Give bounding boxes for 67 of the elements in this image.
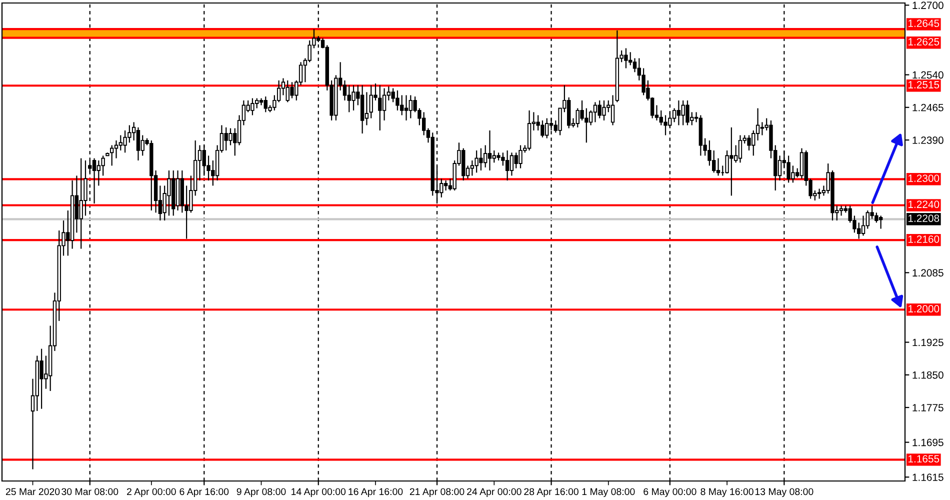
y-tick-label: 1.2540 xyxy=(912,71,944,79)
y-tick-label: 1.2390 xyxy=(912,136,944,144)
candlestick xyxy=(110,144,114,166)
x-tick-label: 30 Mar 08:00 xyxy=(62,488,118,496)
ref-line-label: 1.2160 xyxy=(908,235,940,243)
candlestick xyxy=(716,158,720,176)
x-tick-label: 6 May 00:00 xyxy=(644,488,696,498)
x-tick-label: 28 Apr 16:00 xyxy=(524,488,578,498)
candlestick xyxy=(602,100,606,121)
candlestick xyxy=(114,140,118,159)
candlestick xyxy=(505,150,510,182)
y-tick-label: 1.1850 xyxy=(912,371,944,379)
candlestick xyxy=(342,80,347,101)
x-tick-label: 16 Apr 16:00 xyxy=(348,488,403,498)
candlestick xyxy=(378,84,382,131)
candlestick xyxy=(510,152,514,176)
candlestick xyxy=(488,130,492,172)
candlestick xyxy=(470,160,474,176)
y-tick-label: 1.1695 xyxy=(912,438,944,446)
x-tick-label: 2 Apr 00:00 xyxy=(127,488,176,498)
candlestick xyxy=(610,94,615,126)
x-tick-label: 14 Apr 00:00 xyxy=(292,488,346,498)
x-tick-label: 1 May 08:00 xyxy=(582,488,635,498)
candlestick xyxy=(404,94,408,121)
y-tick-label: 1.1775 xyxy=(912,404,944,412)
candlestick xyxy=(738,134,742,164)
candlestick xyxy=(364,92,369,126)
candlestick xyxy=(92,158,96,204)
candlestick xyxy=(382,88,386,121)
ref-line-label: 1.2240 xyxy=(908,200,940,208)
x-tick-label: 21 Apr 08:00 xyxy=(410,488,464,498)
candlestick xyxy=(672,108,676,123)
ref-line-label: 1.2625 xyxy=(908,38,940,46)
candlestick xyxy=(760,122,764,136)
y-tick-label: 1.1925 xyxy=(912,338,944,346)
x-tick-label: 8 May 16:00 xyxy=(700,488,754,498)
x-tick-label: 13 May 08:00 xyxy=(755,488,814,498)
candlestick xyxy=(136,126,140,162)
ref-line-label: 1.2515 xyxy=(908,81,940,88)
candlestick xyxy=(593,102,598,123)
candlestick xyxy=(861,215,866,236)
ref-line-label: 1.1655 xyxy=(908,455,940,462)
y-tick-label: 1.1615 xyxy=(912,474,944,481)
ref-line-label: 1.2208 xyxy=(908,214,940,222)
y-tick-label: 1.2085 xyxy=(912,269,944,277)
candlestick xyxy=(800,148,804,180)
x-tick-label: 24 Apr 00:00 xyxy=(467,488,522,498)
candlestick xyxy=(408,94,413,119)
candlestick xyxy=(676,100,681,126)
ref-line-label: 1.2300 xyxy=(908,174,940,182)
candlestick xyxy=(444,180,448,192)
x-tick-label: 25 Mar 2020 xyxy=(6,488,60,496)
x-tick-label: 9 Apr 08:00 xyxy=(236,488,286,498)
y-tick-label: 1.2465 xyxy=(912,104,944,112)
ref-line-label: 1.2000 xyxy=(908,305,940,312)
candlestick xyxy=(839,205,844,216)
x-tick-label: 6 Apr 16:00 xyxy=(180,488,229,498)
candlestick xyxy=(632,58,637,73)
candlestick xyxy=(228,128,232,146)
candlestick xyxy=(422,112,426,136)
candlestick xyxy=(878,215,883,230)
candlestick xyxy=(96,160,101,186)
candlestick xyxy=(101,155,105,176)
ref-line-label: 1.2645 xyxy=(908,20,940,28)
candlestick xyxy=(747,134,751,151)
candlestick xyxy=(817,188,822,200)
y-tick-label: 1.2700 xyxy=(912,2,944,10)
